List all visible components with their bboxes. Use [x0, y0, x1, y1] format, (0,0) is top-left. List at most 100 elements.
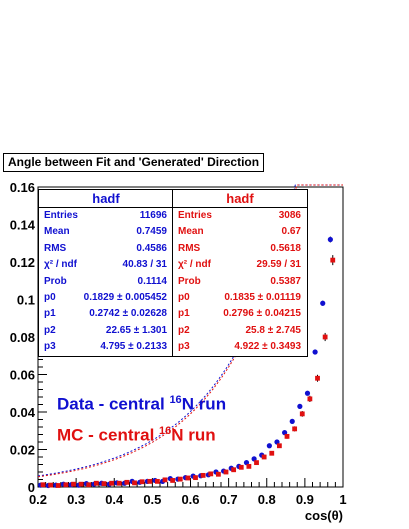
- stats-row: p2 22.65 ± 1.301: [39, 323, 173, 339]
- stats-key: p0: [178, 291, 190, 303]
- mc-point: [292, 426, 298, 432]
- stats-key: Mean: [178, 226, 204, 238]
- y-tick-label: 0: [28, 480, 35, 495]
- mc-point: [246, 463, 252, 469]
- stats-box-mc: hadf Entries 3086 Mean 0.67 RMS 0.5618 χ² / nd…: [172, 189, 308, 357]
- mc-point: [86, 482, 92, 488]
- x-tick-label: 0.4: [105, 492, 124, 507]
- legend-mc: MC - central 16N run: [57, 425, 216, 445]
- mc-point: [71, 481, 76, 487]
- stats-key: p1: [178, 308, 190, 320]
- y-tick-label: 0.16: [10, 180, 35, 195]
- x-tick-label: 0.5: [143, 492, 161, 507]
- stats-value: 0.67: [281, 226, 301, 238]
- stats-row: Prob 0.1114: [39, 274, 173, 290]
- stats-row: p1 0.2796 ± 0.04215: [173, 306, 307, 322]
- mc-point: [162, 477, 168, 483]
- chart-title: Angle between Fit and 'Generated' Direct…: [3, 153, 265, 172]
- stats-key: Entries: [178, 210, 212, 221]
- stats-key: p3: [44, 341, 56, 353]
- mc-point: [315, 375, 320, 381]
- stats-key: Mean: [44, 226, 70, 238]
- mc-point: [101, 481, 107, 487]
- mc-point: [215, 471, 221, 477]
- stats-header: hadf: [173, 190, 307, 208]
- stats-value: 25.8 ± 2.745: [245, 324, 301, 336]
- mc-point: [208, 471, 214, 477]
- stats-box-data: hadf Entries 11696 Mean 0.7459 RMS 0.4586 χ² /…: [38, 189, 174, 357]
- mc-point: [269, 450, 275, 456]
- x-tick-label: 1: [339, 492, 346, 507]
- stats-value: 0.4586: [136, 242, 167, 254]
- stats-row: Mean 0.67: [173, 224, 307, 240]
- x-tick-label: 0.9: [296, 492, 314, 507]
- x-tick-label: 0.7: [220, 492, 238, 507]
- mc-point: [177, 476, 183, 482]
- x-tick-label: 0.2: [29, 492, 47, 507]
- stats-row: χ² / ndf 40.83 / 31: [39, 257, 173, 273]
- mc-point: [254, 460, 259, 466]
- y-tick-label: 0.08: [10, 330, 35, 345]
- stats-row: Entries 11696: [39, 208, 173, 224]
- stats-value: 4.922 ± 0.3493: [234, 341, 301, 353]
- y-tick-label: 0.06: [10, 368, 35, 383]
- mc-point: [231, 467, 237, 473]
- mc-point: [55, 483, 61, 488]
- stats-key: p3: [178, 341, 190, 353]
- data-point: [320, 300, 326, 306]
- x-tick-label: 0.6: [181, 492, 199, 507]
- mc-point: [40, 482, 46, 488]
- y-tick-label: 0.04: [10, 405, 36, 420]
- stats-key: p0: [44, 291, 56, 303]
- y-tick-label: 0.02: [10, 443, 35, 458]
- data-point: [297, 403, 303, 409]
- data-point: [282, 430, 288, 436]
- mc-point: [193, 475, 198, 481]
- x-tick-label: 0.3: [67, 492, 85, 507]
- data-point: [304, 390, 311, 396]
- stats-row: p0 0.1835 ± 0.01119: [173, 290, 307, 306]
- stats-key: χ² / ndf: [178, 259, 211, 271]
- fit-curve: [37, 184, 343, 477]
- mc-point: [78, 481, 84, 487]
- data-point: [274, 439, 280, 445]
- mc-point: [93, 480, 99, 486]
- stats-value: 0.5387: [270, 275, 301, 287]
- legend-data: Data - central 16N run: [57, 394, 227, 414]
- mc-point: [330, 257, 336, 263]
- stats-key: RMS: [44, 242, 67, 254]
- y-tick-label: 0.14: [10, 218, 36, 233]
- stats-row: p1 0.2742 ± 0.02628: [39, 306, 173, 322]
- mc-point: [261, 454, 267, 460]
- stats-value: 0.1114: [137, 275, 167, 287]
- mc-point: [170, 478, 176, 483]
- stats-value: 40.83 / 31: [122, 259, 167, 271]
- stats-row: RMS 0.4586: [39, 241, 173, 257]
- x-tick-label: 0.8: [258, 492, 276, 507]
- mc-point: [307, 396, 313, 402]
- mc-point: [147, 478, 153, 484]
- stats-value: 0.5618: [270, 242, 301, 254]
- stats-rows: Entries 11696 Mean 0.7459 RMS 0.4586 χ² / ndf 4…: [39, 208, 173, 356]
- stats-header: hadf: [39, 190, 173, 208]
- stats-row: Entries 3086: [173, 208, 307, 224]
- stats-value: 0.1835 ± 0.01119: [224, 291, 301, 303]
- stats-value: 3086: [278, 210, 301, 221]
- stats-key: p2: [44, 324, 56, 336]
- stats-value: 0.2796 ± 0.04215: [223, 308, 301, 320]
- mc-point: [116, 480, 122, 486]
- mc-point: [185, 475, 191, 481]
- stats-row: RMS 0.5618: [173, 241, 307, 257]
- stats-key: Prob: [178, 275, 201, 287]
- mc-point: [154, 478, 160, 484]
- mc-point: [223, 469, 229, 475]
- stats-value: 0.2742 ± 0.02628: [89, 308, 167, 320]
- mc-point: [109, 480, 115, 486]
- stats-row: Prob 0.5387: [173, 274, 307, 290]
- mc-point: [276, 443, 282, 449]
- stats-key: Prob: [44, 275, 67, 287]
- mc-point: [63, 482, 69, 488]
- stats-row: χ² / ndf 29.59 / 31: [173, 257, 307, 273]
- y-tick-label: 0.1: [17, 293, 35, 308]
